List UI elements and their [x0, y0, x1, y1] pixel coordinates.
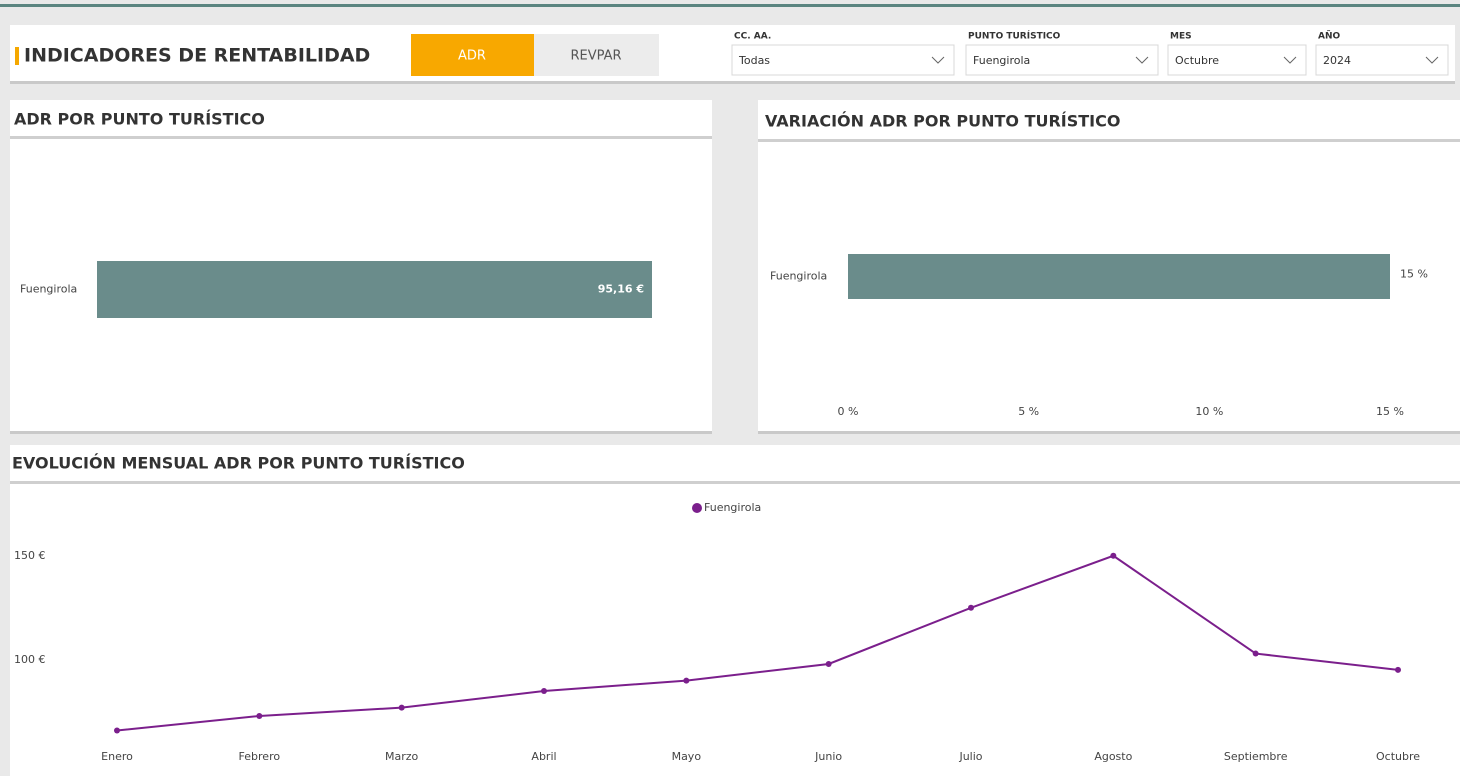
- x-tick-label: Agosto: [1094, 750, 1132, 763]
- panel-title: ADR POR PUNTO TURÍSTICO: [14, 110, 265, 129]
- panel-title: VARIACIÓN ADR POR PUNTO TURÍSTICO: [765, 112, 1120, 131]
- x-tick-label: Junio: [814, 750, 842, 763]
- x-tick-label: 0 %: [838, 405, 859, 418]
- legend-marker: [692, 503, 702, 513]
- point: [398, 704, 405, 711]
- panel-divider: [758, 139, 1460, 142]
- x-tick-label: Octubre: [1376, 750, 1420, 763]
- chevron: [931, 56, 945, 64]
- dropdown[interactable]: [965, 44, 1159, 76]
- point: [683, 677, 690, 684]
- point: [825, 660, 832, 667]
- header-shadow: [10, 81, 1455, 84]
- dropdown-value[interactable]: Octubre: [1175, 54, 1219, 67]
- value-label: 15 %: [1400, 268, 1428, 281]
- category-label: Fuengirola: [770, 270, 827, 283]
- dropdown-value[interactable]: 2024: [1323, 54, 1351, 67]
- point: [1110, 552, 1117, 559]
- tab-adr[interactable]: [411, 34, 534, 76]
- chevron: [1283, 56, 1297, 64]
- filter-label: AÑO: [1318, 31, 1340, 42]
- point: [541, 688, 547, 694]
- y-tick-label: 100 €: [14, 653, 46, 666]
- point: [1395, 666, 1401, 673]
- line: [116, 554, 1399, 732]
- tab-label[interactable]: ADR: [458, 49, 486, 64]
- dropdown[interactable]: [731, 44, 955, 76]
- dropdown-value[interactable]: Todas: [738, 54, 770, 67]
- legend-label: Fuengirola: [704, 501, 761, 514]
- category-label: Fuengirola: [20, 283, 77, 296]
- x-tick-label: 5 %: [1018, 405, 1039, 418]
- x-tick-label: Abril: [531, 750, 556, 763]
- panel-divider: [10, 136, 712, 139]
- point: [256, 712, 263, 719]
- chevron: [1425, 56, 1439, 64]
- panel-shadow: [758, 431, 1460, 434]
- x-tick-label: 15 %: [1376, 405, 1404, 418]
- x-tick-label: Mayo: [672, 750, 702, 763]
- dropdown[interactable]: [1315, 44, 1449, 76]
- x-tick-label: 10 %: [1195, 405, 1223, 418]
- panel-divider: [10, 481, 1460, 484]
- dropdown-value[interactable]: Fuengirola: [973, 54, 1030, 67]
- point: [968, 604, 974, 611]
- panel-title: EVOLUCIÓN MENSUAL ADR POR PUNTO TURÍSTIC…: [12, 454, 465, 473]
- filter-label: MES: [1170, 32, 1192, 42]
- point: [1252, 650, 1259, 657]
- panel: [10, 445, 1460, 776]
- title-marker: [15, 47, 19, 65]
- filters: CC. AA. Todas PUNTO TURÍSTICO Fuengirola…: [731, 30, 1449, 76]
- chevron: [1135, 56, 1149, 64]
- value-label: 95,16 €: [598, 283, 644, 296]
- bar: [848, 254, 1390, 299]
- panel-shadow: [10, 431, 712, 434]
- y-tick-label: 150 €: [14, 549, 46, 562]
- filter-label: CC. AA.: [734, 32, 771, 42]
- point: [114, 727, 120, 734]
- bar: [97, 261, 652, 318]
- tab-label[interactable]: REVPAR: [570, 49, 621, 64]
- x-tick-label: Febrero: [239, 750, 281, 763]
- filter-label: PUNTO TURÍSTICO: [968, 30, 1061, 42]
- page-title: INDICADORES DE RENTABILIDAD: [24, 45, 370, 67]
- dropdown[interactable]: [1167, 44, 1307, 76]
- x-tick-label: Enero: [101, 750, 133, 763]
- x-tick-label: Septiembre: [1224, 750, 1288, 763]
- x-tick-label: Marzo: [385, 750, 419, 763]
- top-line: [0, 4, 1460, 7]
- x-tick-label: Julio: [958, 750, 982, 763]
- tab-revpar[interactable]: [534, 34, 659, 76]
